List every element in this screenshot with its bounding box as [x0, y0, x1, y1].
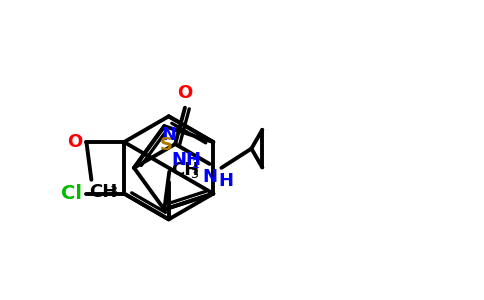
Text: O: O [67, 133, 82, 151]
Text: H: H [218, 172, 233, 190]
Text: Cl: Cl [61, 184, 82, 203]
Text: S: S [160, 136, 173, 154]
Text: O: O [177, 84, 193, 102]
Text: N: N [161, 126, 176, 144]
Text: N: N [202, 168, 217, 186]
Text: 3: 3 [191, 168, 198, 181]
Text: CH: CH [90, 183, 118, 201]
Text: CH: CH [171, 161, 199, 179]
Text: NH: NH [171, 151, 201, 169]
Text: 3: 3 [109, 185, 117, 198]
Text: 2: 2 [191, 158, 199, 171]
